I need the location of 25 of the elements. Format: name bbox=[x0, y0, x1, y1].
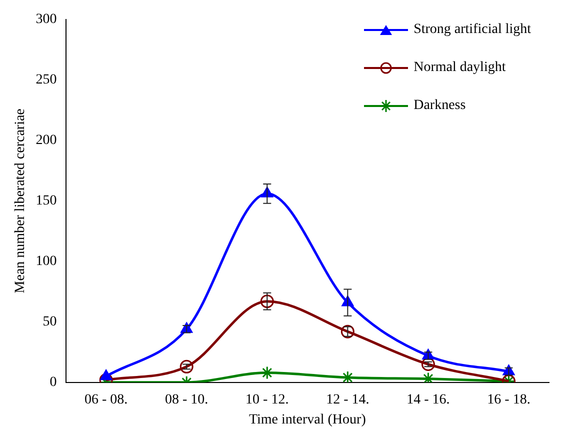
x-tick-label: 14 - 16. bbox=[406, 392, 450, 408]
point bbox=[260, 366, 274, 380]
point bbox=[421, 358, 435, 371]
legend-label: Darkness bbox=[414, 98, 466, 114]
y-tick-label: 150 bbox=[36, 194, 57, 209]
y-tick-label: 200 bbox=[36, 133, 57, 148]
legend-label: Strong artificial light bbox=[414, 22, 531, 38]
y-tick-label: 100 bbox=[36, 254, 57, 270]
point bbox=[260, 294, 274, 308]
legend-label: Normal daylight bbox=[414, 60, 506, 76]
y-tick-label: 300 bbox=[36, 12, 57, 28]
point bbox=[340, 324, 354, 338]
x-axis-title: Time interval (Hour) bbox=[248, 412, 366, 428]
y-tick-label: 50 bbox=[42, 314, 57, 330]
y-axis-title: Mean number liberated cercariae bbox=[13, 108, 28, 294]
x-tick-label: 12 - 14. bbox=[326, 392, 370, 408]
x-tick-label: 16 - 18. bbox=[487, 392, 530, 408]
point bbox=[100, 370, 112, 380]
point bbox=[340, 370, 354, 382]
x-tick-label: 10 - 12. bbox=[246, 392, 289, 408]
y-tick-label: 0 bbox=[50, 375, 57, 390]
y-tick-label: 250 bbox=[36, 72, 57, 88]
point bbox=[180, 360, 194, 374]
x-tick-label: 06 - 08. bbox=[84, 392, 128, 408]
x-tick-label: 08 - 10. bbox=[165, 392, 208, 408]
